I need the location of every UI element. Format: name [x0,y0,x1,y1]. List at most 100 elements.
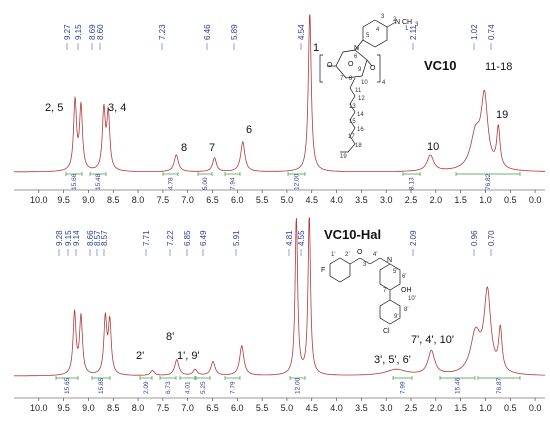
annotation-7: 7 [209,142,215,154]
x-tick-label: 0.0 [529,403,542,413]
x-tick-label: 0.5 [504,195,517,205]
x-tick-label: 0.0 [529,195,542,205]
compound-name-vc10-hal: VC10-Hal [324,227,381,242]
x-tick-label: 9.5 [57,403,70,413]
peak-label: 7.22 [166,230,175,246]
structure-vc10-hal [329,257,401,325]
panel-vc10-hal: 9.28 9.15 9.14 8.668.578.57 7.71 7.22 6.85 6.49… [14,216,546,413]
peak-labels-bottom: 9.28 9.15 9.14 8.668.578.57 7.71 7.22 6.85 6.49… [55,230,496,256]
atom-number: 10' [408,296,416,302]
peak-label: 4.81 [285,230,294,246]
peak-label: 9.14 [72,230,81,246]
atom-number: 8 [349,76,353,82]
x-tick-label: 4.5 [305,195,318,205]
peak-labels-top: 9.27 9.15 8.69 8.60 7.23 6.46 5.89 4.54 2.11 1.02… [63,24,496,50]
x-tick-label: 5.5 [256,403,269,413]
atom-number: 13 [349,104,356,110]
atom-o-2: O [348,61,354,68]
peak-label: 7.23 [158,24,167,40]
atom-number: 8' [404,307,408,313]
structure-vc10 [319,19,397,153]
x-tick-label: 3.5 [355,403,368,413]
peak-label: 4.55 [297,230,306,246]
x-tick-label: 2.5 [405,403,418,413]
annotation-19: 19 [496,109,508,121]
peak-label: 8.57 [93,230,102,246]
peak-label: 5.89 [230,24,239,40]
x-tick-label: 4.0 [330,195,343,205]
panel-vc10: 9.27 9.15 8.69 8.60 7.23 6.46 5.89 4.54 2.11 1.02… [14,14,545,205]
integral-value: 7.79 [230,381,237,394]
peak-label: 2.09 [409,230,418,246]
structure-numbers-vc10-hal: 1' 2' 3' 4' 5' 6' 7' 8' 9' 10' [331,252,416,320]
x-tick-label: 9.0 [82,403,95,413]
peak-label: 0.96 [470,230,479,246]
integral-value: 15.46 [455,377,462,394]
atom-number: 12 [358,96,365,102]
x-ticks-bottom: 10.0 9.5 9.0 8.5 8.0 7.5 7.0 6.5 6.0 5.5 5.0 4.5 4.0… [30,398,541,413]
atom-number: 18 [355,143,362,149]
x-tick-label: 3.0 [380,195,393,205]
atom-o-ketone: O [357,249,363,256]
peak-label: 4.54 [297,24,306,40]
annotation-3-4: 3, 4 [108,102,126,114]
x-tick-label: 5.5 [256,195,269,205]
atom-number: 9' [394,314,398,320]
integral-value: 76.82 [485,173,492,190]
atom-ch3-subscript: 3 [415,22,419,28]
integral-value: 7.99 [400,381,407,394]
atom-number: 17 [348,134,355,140]
peak-label: 2.11 [409,24,418,40]
peak-label: 8.60 [96,24,105,40]
x-tick-label: 1.5 [454,403,467,413]
annotation-11-18: 11-18 [485,61,512,73]
x-tick-label: 6.5 [206,195,219,205]
x-tick-label: 6.0 [231,195,244,205]
annotation-2prime: 2' [136,350,144,362]
integral-value: 15.48 [95,173,102,190]
peak-label: 0.74 [487,24,496,40]
atom-number: 7 [340,76,344,82]
integral-value: 15.85 [98,377,105,394]
atom-number: 5 [366,33,370,39]
x-tick-label: 8.0 [132,403,145,413]
atom-number: 2 [393,17,397,23]
x-tick-label: 0.5 [504,403,517,413]
x-tick-label: 7.5 [157,195,170,205]
annotation-7-4-10prime: 7', 4', 10' [411,334,454,346]
annotation-3-5-6prime: 3', 5', 6' [374,354,411,366]
integral-value: 15.66 [71,173,78,190]
atom-number: 7' [383,288,387,294]
atom-ch3-top: CH [402,19,412,26]
atom-number: 4 [376,27,380,33]
atom-cl: Cl [383,328,390,335]
annotation-8: 8 [181,142,187,154]
peak-label: 8.69 [88,24,97,40]
peak-label: 9.28 [55,230,64,246]
atom-number: 1 [405,26,409,32]
annotation-10: 10 [427,141,439,153]
atom-number: 16 [357,127,364,133]
atom-number: 6 [354,54,358,60]
spectrum-line-bottom [14,216,546,377]
x-tick-label: 8.5 [107,403,120,413]
integral-value: 4.78 [168,177,175,190]
x-tick-label: 3.5 [355,195,368,205]
x-tick-label: 2.5 [405,195,418,205]
x-tick-label: 9.5 [57,195,70,205]
atom-number: 2' [345,252,349,258]
integral-value: 12.00 [294,173,301,190]
peak-label: 6.85 [183,230,192,246]
atom-f: F [321,267,325,274]
atom-number: 1' [331,252,335,258]
peak-label: 6.46 [203,24,212,40]
x-tick-label: 7.0 [181,195,194,205]
integral-value: 7.94 [230,177,237,190]
atom-number: 3 [381,14,385,20]
integral-value: 12.00 [295,377,302,394]
atom-number: 15 [349,119,356,125]
atom-n-methyl: N [395,19,400,26]
integral-markers-top: 15.66 15.48 4.78 5.00 7.94 12.00 8.13 76.82 [65,172,521,190]
